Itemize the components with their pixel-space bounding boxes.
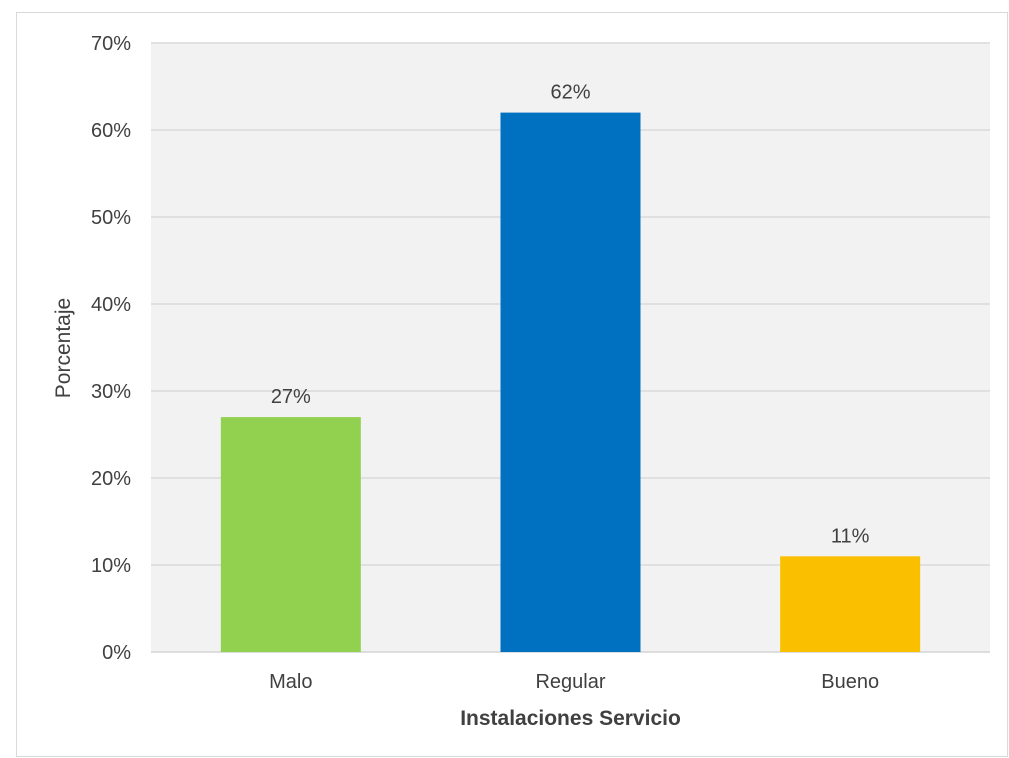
y-axis-ticks: 0% 10% 20% 30% 40% 50% 60% 70% [91, 33, 131, 664]
x-tick-label: Bueno [821, 671, 879, 693]
bar-regular [500, 112, 641, 653]
y-tick-label: 50% [91, 207, 131, 229]
y-tick-label: 60% [91, 120, 131, 142]
x-tick-label: Malo [269, 671, 312, 693]
y-axis-title: Porcentaje [52, 298, 75, 398]
x-axis-title: Instalaciones Servicio [460, 707, 681, 730]
bar-malo [220, 417, 361, 652]
x-axis-ticks: Malo Regular Bueno [269, 671, 879, 693]
y-tick-label: 10% [91, 555, 131, 577]
data-label: 27% [271, 386, 311, 408]
data-label: 11% [831, 525, 870, 547]
y-tick-label: 70% [91, 33, 131, 55]
y-tick-label: 0% [102, 642, 131, 664]
data-labels: 27% 62% 11% [271, 82, 870, 548]
y-tick-label: 30% [91, 381, 131, 403]
bar-bueno [780, 556, 921, 652]
x-tick-label: Regular [535, 671, 605, 693]
bars [220, 112, 921, 653]
y-tick-label: 20% [91, 468, 131, 490]
y-tick-label: 40% [91, 294, 131, 316]
data-label: 62% [550, 82, 590, 104]
